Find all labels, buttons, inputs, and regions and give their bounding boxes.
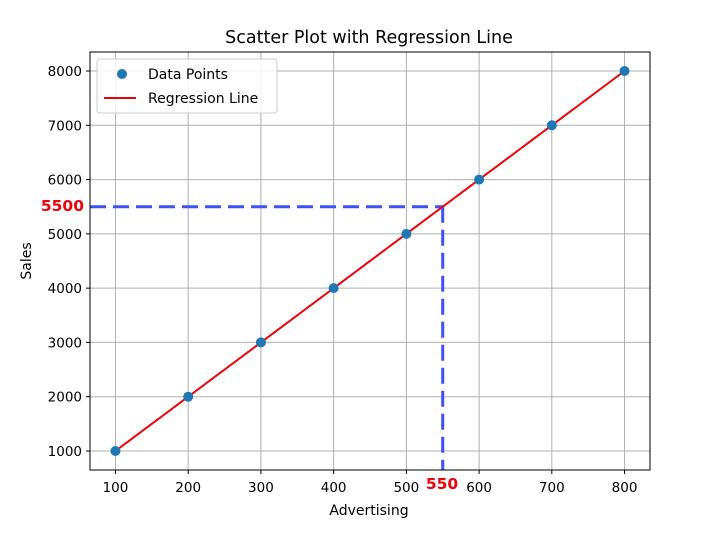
x-tick-label: 400 bbox=[321, 480, 347, 496]
y-tick-label: 6000 bbox=[48, 173, 82, 189]
data-points-layer bbox=[110, 66, 630, 456]
legend-label-regression-line: Regression Line bbox=[148, 91, 258, 107]
regression-line bbox=[114, 70, 626, 452]
y-tick-label: 7000 bbox=[48, 118, 82, 134]
grid-lines bbox=[90, 52, 650, 470]
y-tick-label: 8000 bbox=[48, 64, 82, 80]
x-tick-label: 100 bbox=[103, 480, 129, 496]
chart-title: Scatter Plot with Regression Line bbox=[225, 28, 513, 48]
legend-box bbox=[96, 58, 278, 114]
y-tick-label: 2000 bbox=[48, 390, 82, 406]
x-tick-label: 500 bbox=[393, 480, 419, 496]
legend: Data Points Regression Line bbox=[96, 58, 278, 114]
legend-label-data-points: Data Points bbox=[148, 67, 228, 83]
annotation-x-label: 550 bbox=[426, 475, 459, 493]
plot-frame bbox=[89, 51, 651, 471]
annotation-y-label: 5500 bbox=[41, 197, 84, 215]
y-tick-label: 5000 bbox=[48, 227, 82, 243]
data-point bbox=[474, 174, 485, 185]
annotation-guides bbox=[90, 205, 445, 470]
y-axis-title: Sales bbox=[19, 242, 35, 279]
y-tick-label: 3000 bbox=[48, 335, 82, 351]
data-point bbox=[328, 283, 339, 294]
x-tick-label: 300 bbox=[248, 480, 274, 496]
data-point bbox=[110, 446, 121, 456]
x-tick-label: 200 bbox=[175, 480, 201, 496]
data-point bbox=[401, 228, 412, 239]
data-point bbox=[619, 66, 630, 76]
x-axis-title: Advertising bbox=[329, 503, 408, 519]
x-tick-label: 600 bbox=[466, 480, 492, 496]
y-tick-label: 4000 bbox=[48, 281, 82, 297]
legend-point-marker bbox=[117, 69, 127, 79]
regression-line-layer bbox=[114, 70, 626, 452]
axis-ticks: 100 200 300 400 500 600 700 800 1000 2000 3000 4000… bbox=[48, 64, 638, 496]
x-tick-label: 800 bbox=[612, 480, 638, 496]
data-point bbox=[183, 391, 194, 402]
y-tick-label: 1000 bbox=[48, 444, 82, 460]
data-point bbox=[255, 337, 266, 348]
data-point bbox=[546, 120, 557, 131]
x-tick-label: 700 bbox=[539, 480, 565, 496]
